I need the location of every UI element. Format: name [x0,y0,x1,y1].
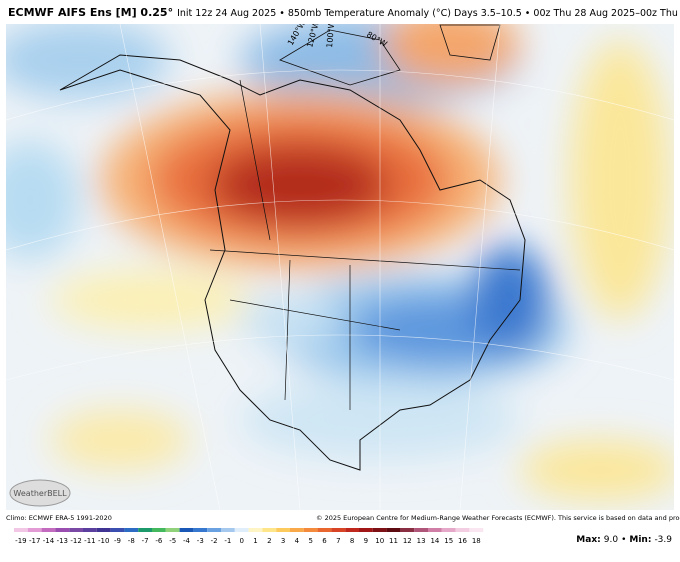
colorbar-swatch [414,528,428,532]
colorbar-label: -2 [211,537,218,545]
colorbar-label: 0 [239,537,243,545]
colorbar-swatch [303,528,318,532]
colorbar-swatch [27,528,42,532]
copyright: © 2025 European Centre for Medium-Range … [316,514,680,522]
colorbar-label: -10 [98,537,109,545]
colorbar-swatch [455,528,470,532]
colorbar-label: 12 [403,537,412,545]
colorbar-swatch [14,528,28,532]
colorbar-swatch [124,528,139,532]
colorbar-label: 3 [281,537,285,545]
colorbar-swatch [55,528,70,532]
logo: WeatherBELL [13,489,67,498]
colorbar-label: 7 [336,537,340,545]
max-min: Max: 9.0 • Min: -3.9 [576,535,672,545]
colorbar-label: 14 [430,537,439,545]
colorbar-label: 9 [364,537,368,545]
colorbar-label: -1 [224,537,231,545]
colorbar-swatch [372,528,387,532]
colorbar-label: -3 [197,537,204,545]
max-value: 9.0 [604,535,619,545]
colorbar-label: -4 [183,537,191,545]
colorbar-label: 5 [308,537,312,545]
climo: Climo: ECMWF ERA-5 1991-2020 [6,514,112,522]
colorbar-label: 6 [322,537,327,545]
colorbar-swatch [221,528,235,532]
colorbar-swatch [469,528,484,532]
colorbar-label: 1 [253,537,257,545]
colorbar-label: 2 [267,537,271,545]
meridian-label: 100°W [325,20,336,48]
colorbar-label: -11 [84,537,95,545]
colorbar-label: 8 [350,537,354,545]
colorbar-swatch [441,528,456,532]
colorbar-swatch [386,528,401,532]
colorbar-label: 10 [375,537,384,545]
colorbar-swatch [165,528,180,532]
colorbar-swatch [152,528,166,532]
colorbar-swatch [207,528,221,532]
colorbar-swatch [96,528,111,532]
colorbar-swatch [290,528,304,532]
colorbar-label: -12 [70,537,81,545]
colorbar-label: -9 [114,537,121,545]
colorbar-label: -14 [43,537,55,545]
colorbar-swatch [248,528,263,532]
colorbar-label: 16 [458,537,467,545]
colorbar-swatch [400,528,415,532]
min-value: -3.9 [654,535,672,545]
title: ECMWF AIFS Ens [M] 0.25° Init 12z 24 Aug … [8,6,680,19]
colorbar-label: 4 [295,537,300,545]
colorbar-swatch [179,528,194,532]
colorbar-swatch [41,528,56,532]
colorbar-swatch [193,528,208,532]
colorbar-swatch [110,528,125,532]
colorbar-label: 13 [417,537,426,545]
colorbar-swatch [345,528,359,532]
colorbar-label: -8 [128,537,135,545]
colorbar-label: -17 [29,537,40,545]
min-label: Min: [629,535,651,545]
colorbar-label: -7 [142,537,149,545]
colorbar-label: -13 [57,537,68,545]
max-label: Max: [576,535,600,545]
colorbar-swatch [331,528,346,532]
colorbar-swatch [138,528,152,532]
colorbar-swatch [276,528,290,532]
colorbar-swatch [359,528,373,532]
colorbar-swatch [83,528,97,532]
colorbar: -19 -17 -14 -13 -12 -11 -10 -9 -8 -7 -6 -5 -4 -3 -2 -1 0… [14,528,484,545]
colorbar-swatch [428,528,442,532]
colorbar-label: 11 [389,537,398,545]
title-rest: Init 12z 24 Aug 2025 • 850mb Temperature… [177,8,680,19]
colorbar-label: -6 [155,537,163,545]
colorbar-swatch [234,528,249,532]
title-bold: ECMWF AIFS Ens [M] 0.25° [8,6,173,19]
map: 140°W 120°W 100°W 80°W WeatherBELL [6,20,674,510]
colorbar-swatch [262,528,277,532]
colorbar-swatch [317,528,332,532]
colorbar-label: -5 [169,537,176,545]
separator: • [621,535,626,545]
colorbar-label: 18 [472,537,481,545]
colorbar-label: 15 [444,537,453,545]
colorbar-label: -19 [15,537,26,545]
colorbar-swatch [69,528,83,532]
